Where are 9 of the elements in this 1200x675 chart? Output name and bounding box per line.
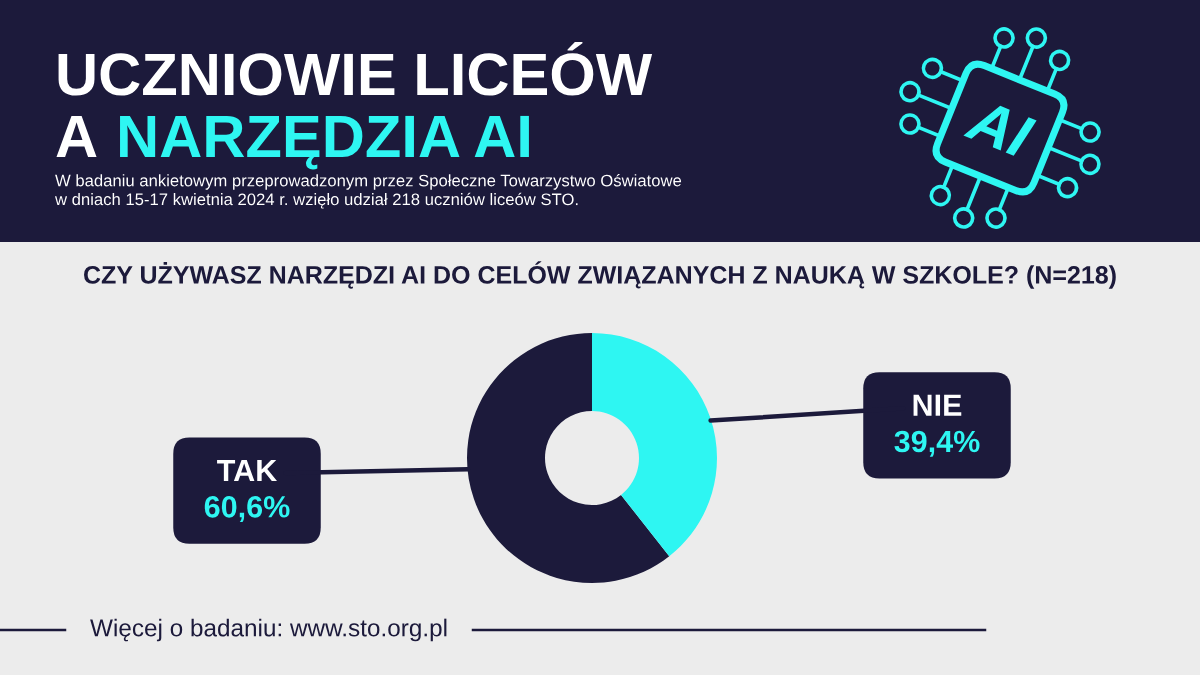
slice-label: TAK: [217, 460, 277, 482]
slice-label: NIE: [913, 394, 962, 416]
donut-slice: [592, 333, 717, 557]
chart-title: UCZNIOWIE LICEÓW A NARZĘDZIA AI: [56, 42, 653, 170]
data-label: 39,4%: [894, 430, 980, 457]
data-label: 60,6%: [204, 496, 290, 523]
chart-subtitle: W badaniu ankietowym przeprowadzonym przez Społeczne Towarzystwo Oświatowe w dniach 15-17 kwietnia 2024 r. wzięło udział 218 uczniów liceów STO.: [54, 174, 682, 209]
text: CZY UŻYWASZ NARZĘDZI AI DO CELÓW ZWIĄZANYCH Z NAUKĄ W SZKOLE? (N=218): [84, 261, 1116, 289]
text: Więcej o badaniu: www.sto.org.pl: [90, 618, 447, 642]
